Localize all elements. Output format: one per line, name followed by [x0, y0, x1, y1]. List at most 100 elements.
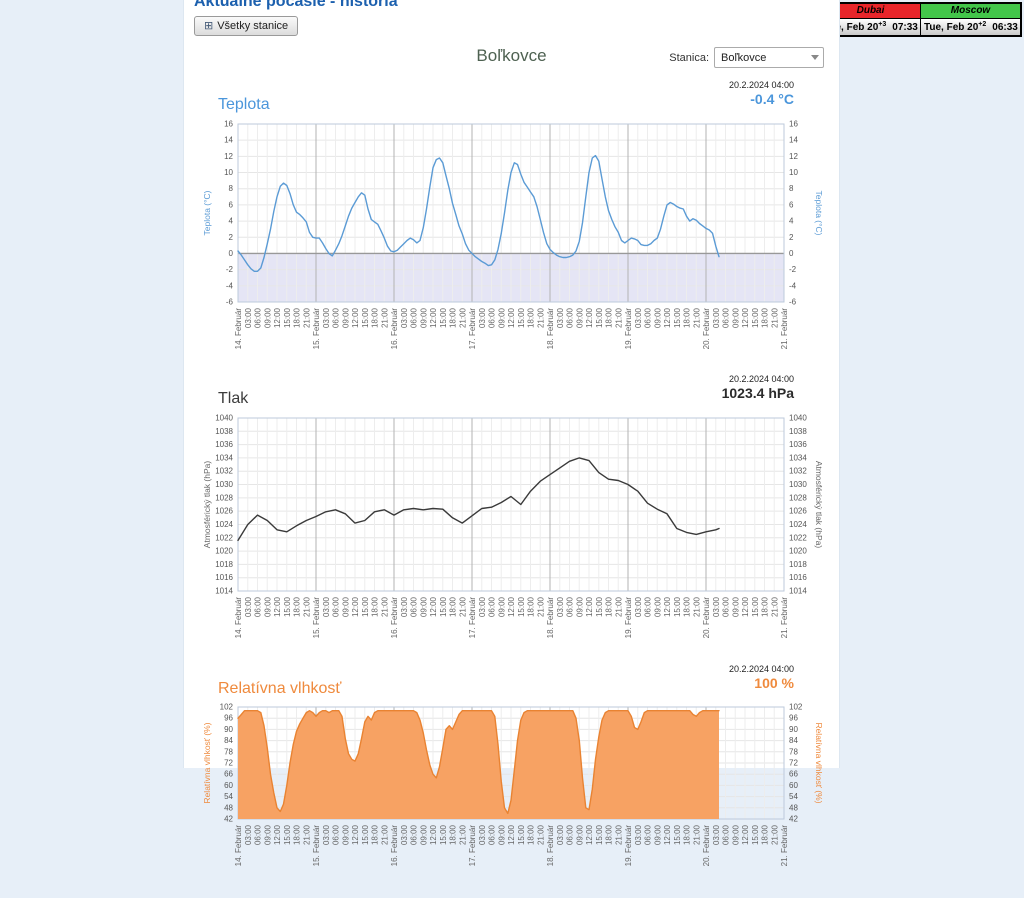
chart-title-pressure: Tlak [218, 390, 249, 407]
svg-text:09:00: 09:00 [341, 307, 350, 328]
svg-text:12:00: 12:00 [585, 307, 594, 328]
svg-text:18:00: 18:00 [371, 824, 380, 845]
svg-text:03:00: 03:00 [634, 596, 643, 617]
svg-text:15:00: 15:00 [361, 307, 370, 328]
svg-text:Teplota (°C): Teplota (°C) [202, 190, 212, 235]
clock-utc-offset: +3 [878, 20, 887, 28]
svg-text:15:00: 15:00 [751, 824, 760, 845]
svg-text:90: 90 [789, 725, 798, 734]
svg-text:1014: 1014 [789, 587, 807, 596]
svg-text:21:00: 21:00 [770, 824, 779, 845]
station-select[interactable]: Boľkovce [714, 47, 824, 68]
svg-text:1024: 1024 [215, 520, 233, 529]
svg-text:09:00: 09:00 [731, 307, 740, 328]
svg-text:06:00: 06:00 [488, 824, 497, 845]
svg-text:8: 8 [229, 184, 234, 193]
svg-text:06:00: 06:00 [566, 307, 575, 328]
svg-text:06:00: 06:00 [488, 307, 497, 328]
clock-date: Tue, Feb 20 [824, 21, 879, 33]
svg-text:15:00: 15:00 [361, 596, 370, 617]
svg-text:18:00: 18:00 [293, 824, 302, 845]
svg-text:60: 60 [224, 781, 233, 790]
svg-text:Relatívna vlhkosť (%): Relatívna vlhkosť (%) [814, 722, 824, 803]
svg-text:19. Február: 19. Február [624, 825, 633, 867]
svg-text:03:00: 03:00 [556, 307, 565, 328]
svg-text:06:00: 06:00 [566, 596, 575, 617]
svg-text:18:00: 18:00 [527, 307, 536, 328]
svg-text:54: 54 [224, 792, 233, 801]
svg-text:-2: -2 [226, 265, 234, 274]
svg-text:12:00: 12:00 [585, 824, 594, 845]
svg-text:0: 0 [229, 249, 234, 258]
svg-text:6: 6 [229, 200, 234, 209]
svg-text:Atmosférický tlak (hPa): Atmosférický tlak (hPa) [202, 461, 212, 549]
svg-text:21. Február: 21. Február [780, 825, 789, 867]
svg-text:1032: 1032 [789, 467, 807, 476]
svg-text:03:00: 03:00 [322, 824, 331, 845]
chart-pressure-meta: 20.2.2024 04:00 1023.4 hPa [722, 374, 794, 401]
svg-text:12: 12 [789, 152, 798, 161]
svg-text:12:00: 12:00 [273, 824, 282, 845]
svg-text:15:00: 15:00 [439, 596, 448, 617]
clock-time: 06:33 [992, 21, 1018, 33]
svg-text:18:00: 18:00 [761, 596, 770, 617]
svg-text:2: 2 [229, 233, 234, 242]
chart-pressure-header: Tlak 20.2.2024 04:00 1023.4 hPa [218, 374, 794, 408]
svg-text:18. Február: 18. Február [546, 308, 555, 350]
svg-text:14. Február: 14. Február [234, 825, 243, 867]
svg-text:09:00: 09:00 [731, 596, 740, 617]
svg-text:19. Február: 19. Február [624, 597, 633, 639]
svg-text:16. Február: 16. Február [390, 597, 399, 639]
svg-text:18:00: 18:00 [605, 824, 614, 845]
svg-text:18:00: 18:00 [449, 596, 458, 617]
svg-text:12:00: 12:00 [741, 596, 750, 617]
chart-humidity-header: Relatívna vlhkosť 20.2.2024 04:00 100 % [218, 664, 794, 698]
svg-text:1016: 1016 [789, 573, 807, 582]
svg-text:21:00: 21:00 [692, 307, 701, 328]
svg-text:1040: 1040 [215, 414, 233, 423]
chart-current-value: 1023.4 hPa [721, 385, 794, 401]
weather-history-page: { "page": { "title": "Aktuálne počasie -… [183, 0, 1022, 867]
svg-text:21. Február: 21. Február [780, 597, 789, 639]
all-stations-button[interactable]: ⊞ Všetky stanice [194, 16, 299, 36]
clock-column-moscow: Moscow Tue, Feb 20 +2 06:33 [920, 4, 1020, 35]
svg-text:06:00: 06:00 [722, 824, 731, 845]
svg-text:18:00: 18:00 [293, 307, 302, 328]
svg-text:18:00: 18:00 [527, 824, 536, 845]
svg-text:06:00: 06:00 [410, 824, 419, 845]
chart-timestamp: 20.2.2024 04:00 [728, 80, 794, 90]
svg-text:42: 42 [789, 815, 798, 824]
pressure-chart-plot: 1014 1014 1016 1016 1018 1018 1020 1020 1022 1022… [202, 414, 824, 639]
clock-time-row: Tue, Feb 20 +3 07:33 [821, 19, 920, 35]
svg-text:1026: 1026 [789, 507, 807, 516]
svg-text:21:00: 21:00 [458, 824, 467, 845]
svg-text:84: 84 [224, 736, 233, 745]
clock-city-label: Dubai [821, 4, 920, 19]
page-title: Aktuálne počasie - história [194, 0, 398, 10]
svg-text:12:00: 12:00 [507, 307, 516, 328]
chart-humidity: Relatívna vlhkosť 20.2.2024 04:00 100 % … [184, 664, 839, 898]
svg-text:03:00: 03:00 [400, 824, 409, 845]
svg-text:03:00: 03:00 [244, 307, 253, 328]
svg-text:09:00: 09:00 [419, 596, 428, 617]
svg-text:1028: 1028 [789, 493, 807, 502]
svg-text:Teplota (°C): Teplota (°C) [814, 191, 824, 236]
svg-text:09:00: 09:00 [341, 596, 350, 617]
svg-text:1020: 1020 [789, 547, 807, 556]
svg-text:1020: 1020 [215, 547, 233, 556]
svg-text:1018: 1018 [789, 560, 807, 569]
chart-temperature: Teplota 20.2.2024 04:00 -0.4 °C -6 -6 -4 -4… [184, 80, 839, 366]
svg-text:1038: 1038 [789, 427, 807, 436]
svg-text:96: 96 [789, 714, 798, 723]
svg-text:18:00: 18:00 [371, 307, 380, 328]
svg-text:48: 48 [224, 803, 233, 812]
svg-text:15:00: 15:00 [595, 307, 604, 328]
svg-text:09:00: 09:00 [497, 596, 506, 617]
svg-text:12:00: 12:00 [429, 307, 438, 328]
svg-text:20. Február: 20. Február [702, 308, 711, 350]
svg-text:09:00: 09:00 [575, 824, 584, 845]
station-title: Boľkovce [476, 46, 547, 65]
svg-text:12:00: 12:00 [429, 824, 438, 845]
svg-text:12:00: 12:00 [507, 824, 516, 845]
svg-text:-4: -4 [789, 281, 797, 290]
